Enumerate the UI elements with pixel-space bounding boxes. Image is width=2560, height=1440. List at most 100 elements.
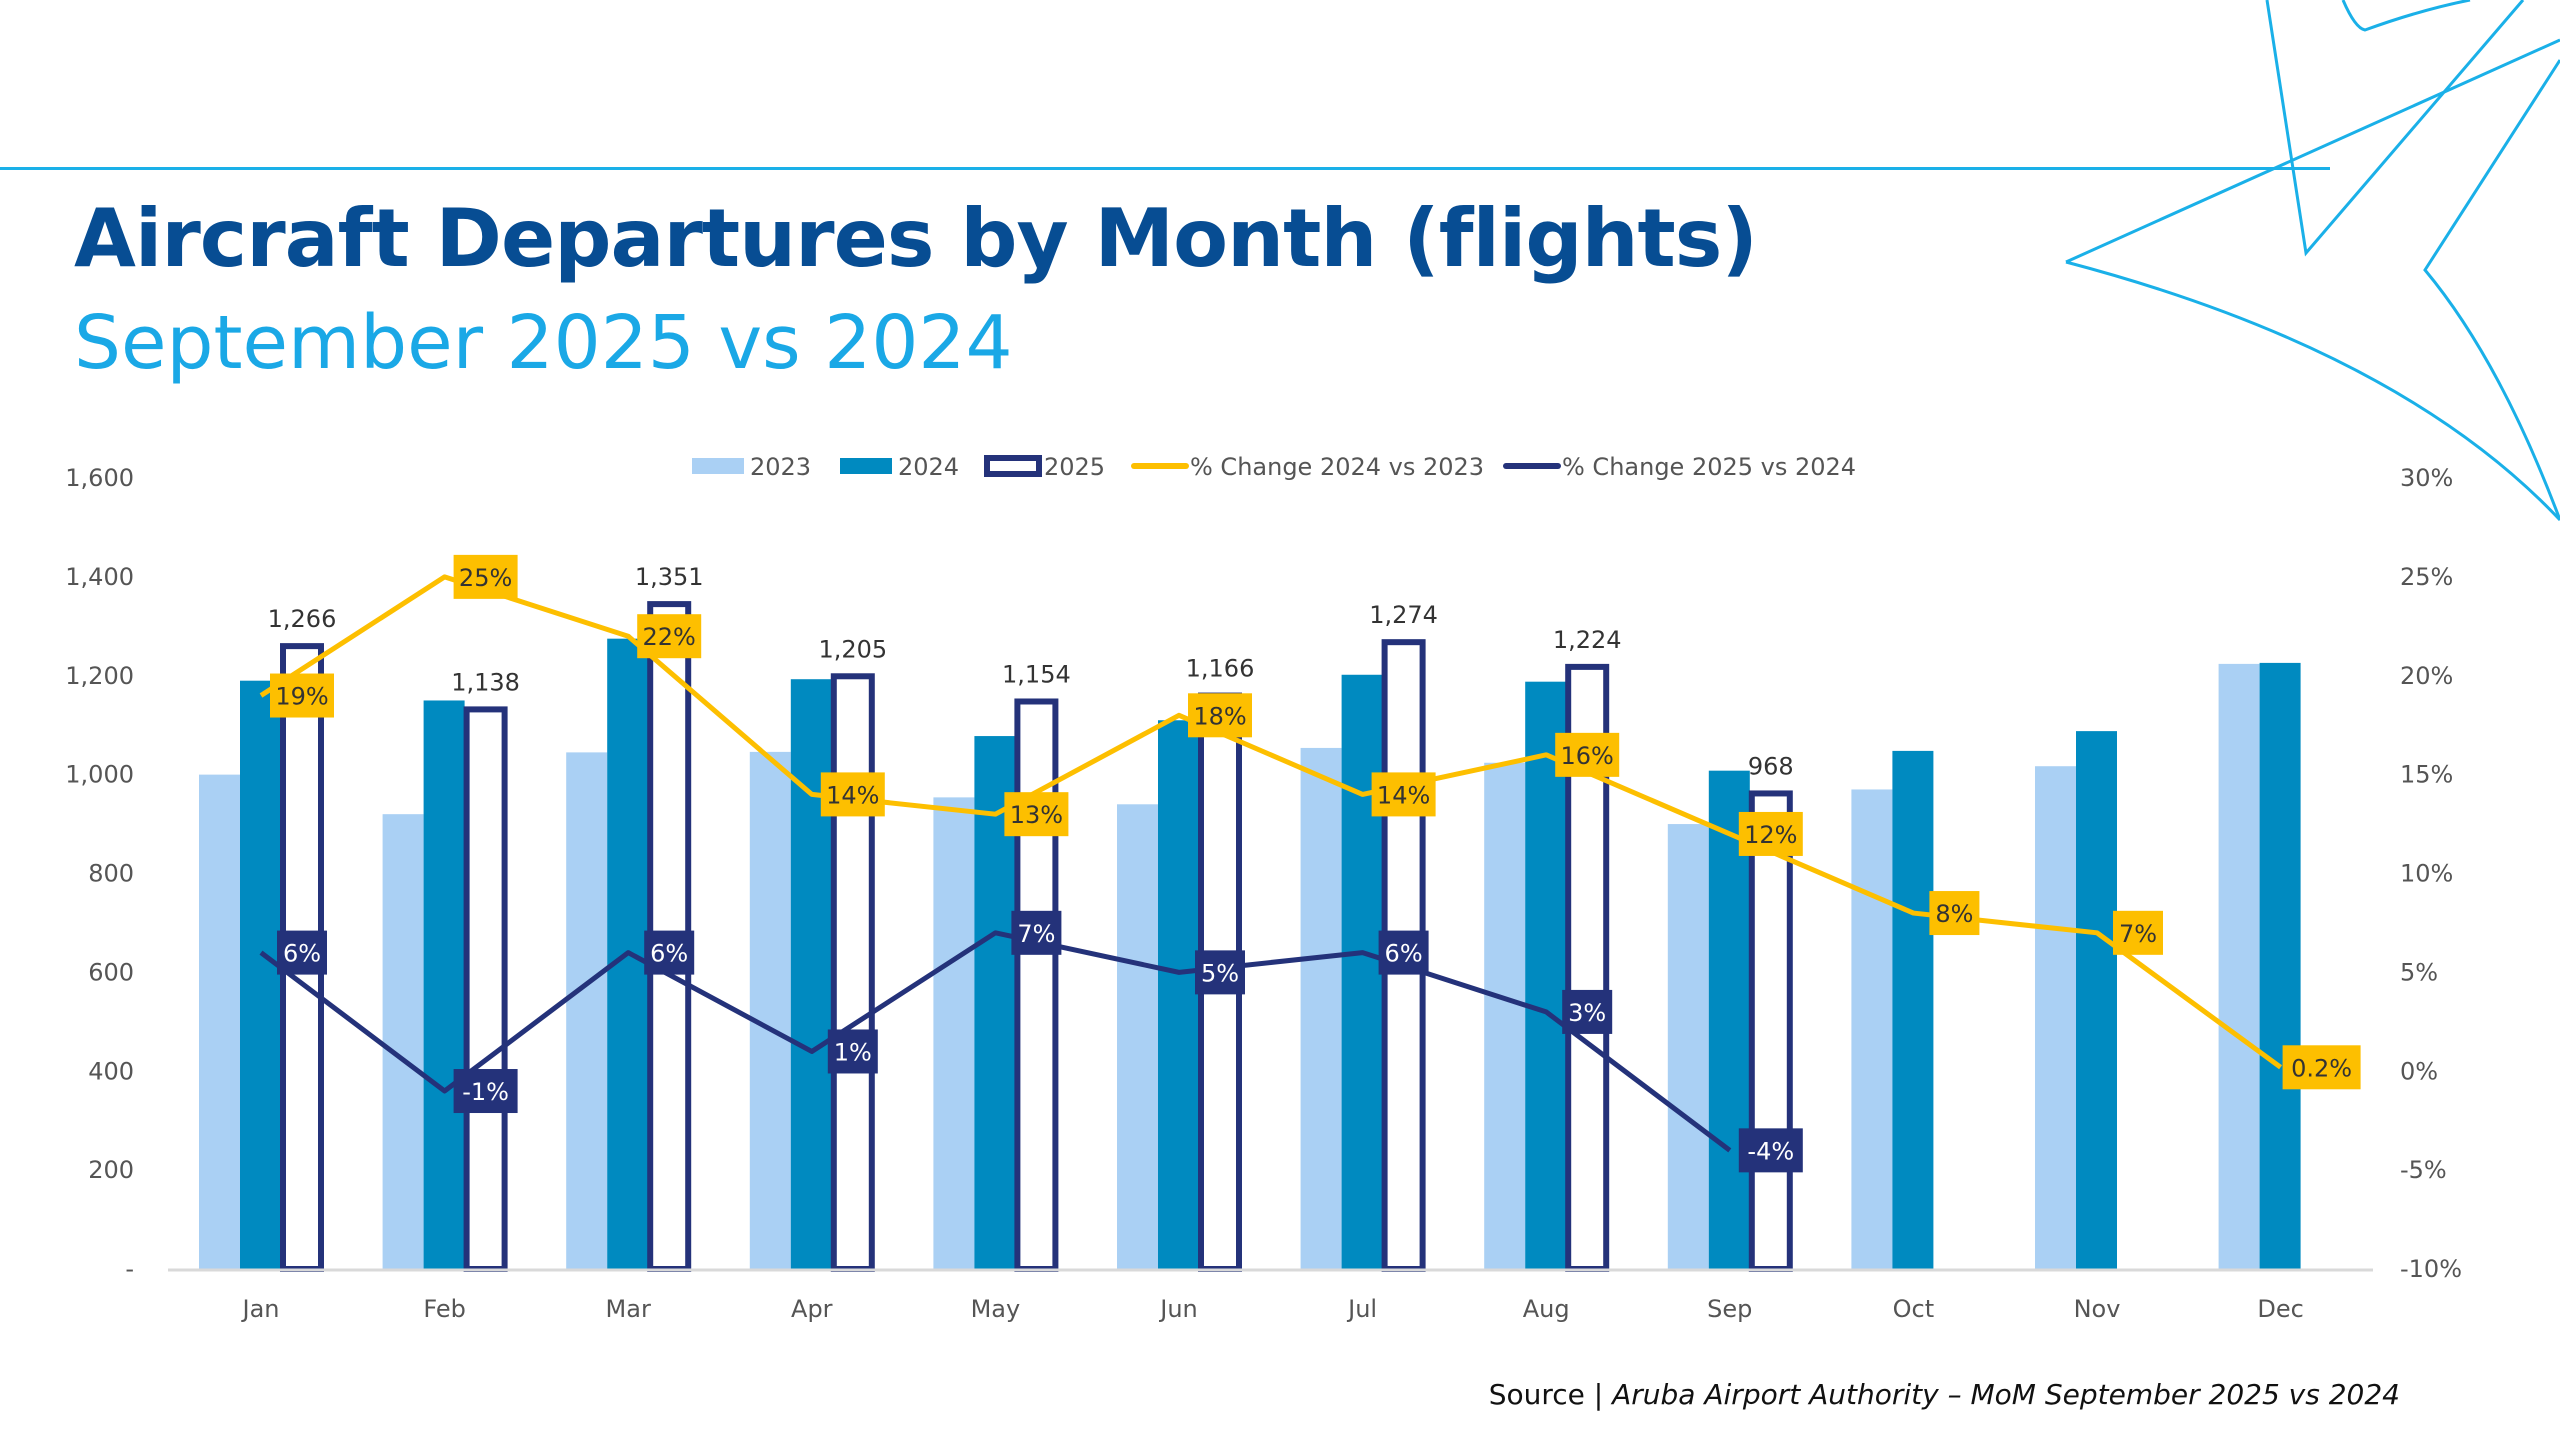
page-subtitle: September 2025 vs 2024	[74, 300, 1013, 386]
y-right-tick-label: 30%	[2400, 464, 2453, 492]
y-left-tick-label: 1,000	[65, 761, 134, 789]
pct-change-2024-vs-2023-label-box	[1555, 732, 1620, 777]
pct-change-2024-vs-2023-data-label: 16%	[1561, 742, 1614, 770]
x-tick-label: Apr	[791, 1295, 833, 1323]
pct-change-2025-vs-2024-label-box	[1378, 930, 1429, 975]
x-tick-label: Feb	[423, 1295, 466, 1323]
pct-change-2024-vs-2023-label-box	[1188, 693, 1252, 738]
x-tick-label: Jun	[1158, 1295, 1198, 1323]
bar-2023	[1300, 747, 1342, 1269]
bar-2023	[749, 751, 791, 1269]
y-left-tick-label: 800	[88, 860, 134, 888]
pct-change-2025-vs-2024-label-box	[453, 1069, 518, 1114]
pct-change-2025-vs-2024-label-box	[277, 930, 327, 975]
legend-swatch-2023	[692, 458, 744, 474]
pct-change-2024-vs-2023-data-label: 14%	[826, 781, 879, 809]
pct-change-2025-vs-2024-data-label: 6%	[1385, 940, 1423, 968]
bar-2023	[382, 814, 424, 1269]
pct-change-2025-vs-2024-data-label: -4%	[1747, 1137, 1794, 1165]
x-tick-label: May	[971, 1295, 1021, 1323]
pct-change-2024-vs-2023-data-label: 0.2%	[2291, 1054, 2352, 1082]
bar-2023	[1851, 789, 1893, 1269]
y-left-tick-label: -	[125, 1255, 134, 1283]
pct-change-2024-vs-2023-label-box	[2113, 910, 2163, 955]
x-tick-label: Dec	[2257, 1295, 2303, 1323]
pct-change-2025-vs-2024-label-box	[1562, 989, 1613, 1034]
x-tick-label: Mar	[606, 1295, 651, 1323]
bar-2025	[1748, 790, 1793, 1272]
pct-change-2024-vs-2023-data-label: 22%	[643, 623, 696, 651]
legend-swatch-2025	[984, 455, 1042, 477]
bar-2025	[463, 706, 508, 1272]
pct-change-2025-vs-2024-data-label: -1%	[462, 1078, 509, 1106]
x-tick-label: Aug	[1523, 1295, 1570, 1323]
x-tick-label: Nov	[2074, 1295, 2121, 1323]
pct-change-2025-vs-2024-data-label: 5%	[1201, 959, 1239, 987]
y-left-tick-label: 200	[88, 1156, 134, 1184]
pct-change-2024-vs-2023-data-label: 13%	[1010, 801, 1063, 829]
x-tick-label: Jul	[1346, 1295, 1377, 1323]
pct-change-2025-vs-2024-label-box	[1011, 910, 1062, 955]
y-left-tick-label: 600	[88, 958, 134, 986]
pct-change-2024-vs-2023-label-box	[2282, 1045, 2361, 1090]
x-tick-label: Sep	[1707, 1295, 1752, 1323]
pct-change-2024-vs-2023-line	[259, 574, 2283, 1070]
x-tick-label: Jan	[241, 1295, 280, 1323]
y-left-tick-label: 400	[88, 1057, 134, 1085]
pct-change-2024-vs-2023-label-box	[1738, 811, 1803, 856]
bar-2023	[1117, 804, 1158, 1269]
bar-2023	[2035, 766, 2076, 1269]
pct-change-2025-vs-2024-data-label: 6%	[283, 940, 321, 968]
y-left-tick-label: 1,200	[65, 662, 134, 690]
page-title: Aircraft Departures by Month (flights)	[74, 192, 1758, 285]
pct-change-2024-vs-2023-data-label: 25%	[459, 564, 512, 592]
pct-change-2025-vs-2024-label-box	[827, 1029, 878, 1074]
bar-2024	[423, 700, 465, 1269]
bar-2024	[240, 680, 281, 1269]
header-divider-line	[0, 167, 2330, 170]
y-right-tick-label: 10%	[2400, 860, 2453, 888]
bar-2023	[2218, 663, 2260, 1269]
pct-change-2024-vs-2023-data-label: 14%	[1377, 781, 1430, 809]
bar-2023	[933, 797, 975, 1269]
pct-change-2024-vs-2023-label-box	[270, 673, 334, 718]
bar-2023	[1484, 762, 1526, 1269]
bar-2024	[1158, 720, 1199, 1269]
pct-change-2025-vs-2024-label-box	[644, 930, 695, 975]
bar-2025-data-label: 1,166	[1186, 655, 1255, 683]
y-right-tick-label: 25%	[2400, 563, 2453, 591]
pct-change-2025-vs-2024-data-label: 1%	[834, 1038, 872, 1066]
pct-change-2024-vs-2023-data-label: 12%	[1744, 821, 1797, 849]
x-tick-label: Oct	[1893, 1295, 1935, 1323]
pct-change-2024-vs-2023-label-box	[820, 772, 885, 817]
y-left-tick-label: 1,400	[65, 563, 134, 591]
y-right-tick-label: 5%	[2400, 958, 2438, 986]
legend-label-2024: 2024	[898, 453, 959, 481]
pct-change-2025-vs-2024-label-box	[1195, 950, 1245, 995]
y-right-tick-label: -10%	[2400, 1255, 2462, 1283]
bar-2023	[566, 752, 608, 1269]
source-note: Source | Aruba Airport Authority – MoM S…	[1489, 1378, 2400, 1411]
pct-change-2024-vs-2023-data-label: 18%	[1193, 702, 1246, 730]
source-text: Aruba Airport Authority – MoM September …	[1612, 1378, 2400, 1411]
y-right-tick-label: 0%	[2400, 1057, 2438, 1085]
bar-2025-data-label: 1,266	[268, 605, 337, 633]
pct-change-2025-vs-2024-label-box	[1738, 1128, 1803, 1173]
bar-2023	[1667, 824, 1709, 1269]
bar-2024	[790, 679, 832, 1269]
bar-2023	[199, 774, 240, 1269]
source-prefix: Source |	[1488, 1378, 1613, 1411]
legend-label-pct-2024: % Change 2024 vs 2023	[1190, 453, 1484, 481]
pct-change-2024-vs-2023-data-label: 8%	[1935, 900, 1973, 928]
pct-change-2024-vs-2023-label-box	[1929, 891, 1980, 936]
y-right-tick-label: 15%	[2400, 761, 2453, 789]
bar-2024	[2076, 731, 2117, 1269]
bar-2025-data-label: 1,274	[1369, 601, 1438, 629]
bar-2025-data-label: 1,154	[1002, 660, 1071, 688]
y-left-tick-label: 1,600	[65, 464, 134, 492]
bar-2025-data-label: 1,351	[635, 563, 704, 591]
pct-change-2025-vs-2024-data-label: 6%	[650, 940, 688, 968]
bar-2024	[1892, 750, 1934, 1269]
pct-change-2025-vs-2024-data-label: 3%	[1568, 999, 1606, 1027]
